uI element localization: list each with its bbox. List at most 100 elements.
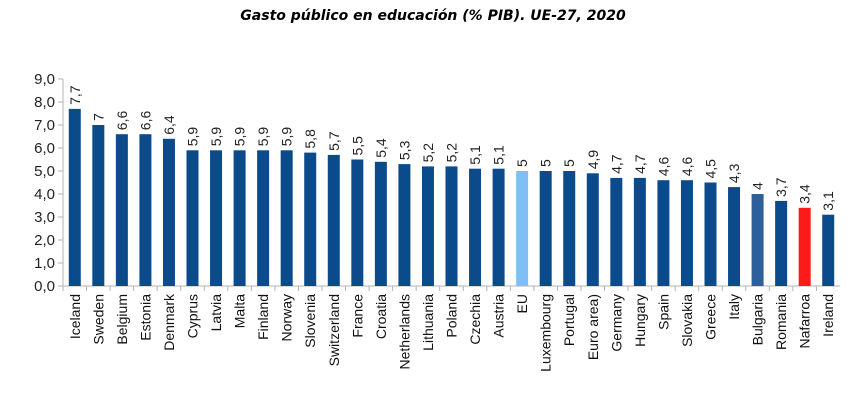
data-label: 5,8 <box>302 129 318 149</box>
bar-bulgaria <box>751 194 764 286</box>
x-category-label: Austria <box>491 294 507 338</box>
data-label: 5,3 <box>396 140 412 160</box>
bar-belgium <box>115 134 128 286</box>
data-label: 5,9 <box>232 127 248 147</box>
data-label: 5,2 <box>420 143 436 163</box>
bar-croatia <box>374 161 387 286</box>
bar-spain <box>657 180 670 286</box>
data-label: 5,4 <box>373 138 389 158</box>
bar-iceland <box>68 108 81 287</box>
data-label: 6,4 <box>161 115 177 135</box>
x-category-label: Iceland <box>67 294 83 339</box>
x-category-label: Italy <box>726 294 742 320</box>
bar-luxembourg <box>539 171 552 286</box>
bar-hungary <box>633 177 646 286</box>
bar-germany <box>610 177 623 286</box>
data-label: 5,9 <box>208 127 224 147</box>
x-category-label: Spain <box>655 294 671 330</box>
x-category-label: Netherlands <box>396 294 412 370</box>
data-label: 3,4 <box>797 184 813 204</box>
x-category-label: Finland <box>255 294 271 340</box>
bar-norway <box>280 150 293 286</box>
x-category-label: EU <box>514 294 530 313</box>
x-category-label: Slovakia <box>679 294 695 347</box>
bar-austria <box>492 168 505 286</box>
x-category-label: Lithuania <box>420 294 436 351</box>
bar-cyprus <box>186 150 199 286</box>
data-label: 7,7 <box>67 85 83 105</box>
data-label: 5 <box>561 159 577 167</box>
bar-estonia <box>139 134 152 286</box>
chart-title: Gasto público en educación (% PIB). UE-2… <box>240 8 626 24</box>
y-tick-label: 1,0 <box>34 255 55 272</box>
x-category-label: Belgium <box>114 294 130 345</box>
x-category-label: Malta <box>232 294 248 328</box>
data-label: 4,5 <box>703 159 719 179</box>
x-category-label: Norway <box>279 294 295 341</box>
data-label: 3,7 <box>773 177 789 197</box>
x-category-label: Bulgaria <box>750 294 766 346</box>
bar-nafarroa <box>798 207 811 286</box>
y-tick-label: 2,0 <box>34 232 55 249</box>
bar-romania <box>775 200 788 286</box>
bar-euro-area- <box>586 173 599 286</box>
bar-eu <box>516 171 529 286</box>
x-category-label: Sweden <box>90 294 106 345</box>
y-tick-label: 0,0 <box>34 278 55 295</box>
bar-slovakia <box>680 180 693 286</box>
bar-sweden <box>92 125 105 286</box>
x-category-label: Czechia <box>467 294 483 345</box>
bar-lithuania <box>421 166 434 286</box>
y-tick-label: 4,0 <box>34 186 55 203</box>
data-label: 4,3 <box>726 163 742 183</box>
x-category-label: Luxembourg <box>538 294 554 372</box>
x-category-label: Croatia <box>373 294 389 339</box>
data-label: 6,6 <box>114 111 130 131</box>
bar-greece <box>704 182 717 286</box>
x-category-label: Romania <box>773 294 789 350</box>
x-category-label: Hungary <box>632 294 648 347</box>
bar-france <box>351 159 364 286</box>
x-category-label: Germany <box>608 294 624 352</box>
data-label: 4 <box>750 182 766 190</box>
x-category-label: Euro area) <box>585 294 601 360</box>
bar-ireland <box>822 214 835 286</box>
data-label: 5,9 <box>185 127 201 147</box>
y-tick-label: 7,0 <box>34 117 55 134</box>
bar-latvia <box>210 150 223 286</box>
bar-netherlands <box>398 164 411 286</box>
data-label: 4,7 <box>632 154 648 174</box>
x-category-label: Estonia <box>137 294 153 341</box>
data-label: 4,6 <box>679 157 695 177</box>
y-tick-label: 9,0 <box>34 71 55 88</box>
data-label: 5,9 <box>255 127 271 147</box>
data-label: 4,6 <box>655 157 671 177</box>
x-category-label: Portugal <box>561 294 577 346</box>
data-label: 6,6 <box>137 111 153 131</box>
data-label: 5,7 <box>326 131 342 151</box>
data-label: 3,1 <box>820 191 836 211</box>
data-label: 5 <box>514 159 530 167</box>
x-category-label: Slovenia <box>302 294 318 348</box>
data-label: 5,1 <box>467 145 483 165</box>
data-label: 5,5 <box>349 136 365 156</box>
x-category-label: Greece <box>703 294 719 340</box>
x-category-label: Poland <box>444 294 460 338</box>
bar-czechia <box>469 168 482 286</box>
x-category-label: Latvia <box>208 294 224 332</box>
data-label: 5,9 <box>279 127 295 147</box>
bar-poland <box>445 166 458 286</box>
y-tick-label: 6,0 <box>34 140 55 157</box>
x-category-label: Nafarroa <box>797 294 813 349</box>
x-category-label: Cyprus <box>185 294 201 338</box>
bar-finland <box>257 150 270 286</box>
x-category-label: Denmark <box>161 293 177 351</box>
data-label: 5,2 <box>444 143 460 163</box>
bar-denmark <box>162 138 175 286</box>
y-tick-label: 3,0 <box>34 209 55 226</box>
bar-malta <box>233 150 246 286</box>
y-tick-label: 8,0 <box>34 94 55 111</box>
data-label: 5 <box>538 159 554 167</box>
data-label: 7 <box>90 113 106 121</box>
